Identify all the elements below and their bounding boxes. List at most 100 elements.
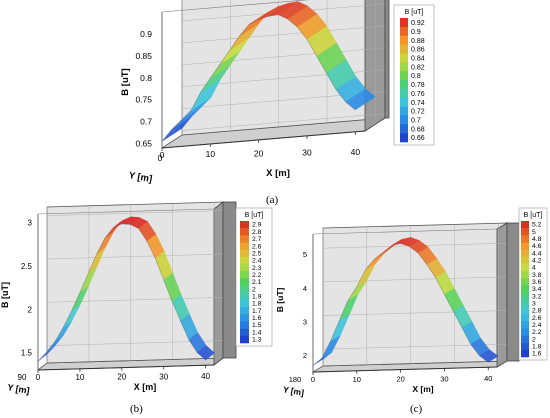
- legend-swatch: [240, 256, 249, 265]
- legend-label: 2.3: [252, 265, 262, 272]
- legend-label: 2.4: [252, 258, 262, 265]
- z-tick-label: 1.5: [21, 349, 33, 358]
- plot-right-panel: [384, 0, 390, 119]
- legend-swatch: [400, 44, 408, 54]
- legend-swatch: [521, 292, 529, 301]
- legend-label: 1.9: [252, 294, 262, 301]
- top-edge-line: [37, 208, 215, 215]
- legend-label: 0.9: [411, 29, 421, 36]
- z-tick-label: 5: [303, 250, 307, 259]
- legend-swatch: [400, 80, 408, 90]
- grid-line-z: [181, 47, 386, 66]
- legend-swatch: [400, 133, 408, 143]
- legend-label: 2.1: [252, 279, 262, 286]
- legend-swatch: [521, 235, 529, 243]
- y-axis-title: Y [m]: [128, 170, 153, 185]
- x-tick-label: 0: [36, 373, 41, 382]
- x-axis-title: X [m]: [266, 168, 290, 179]
- legend-swatch: [400, 106, 408, 116]
- grid-line-z: [322, 310, 508, 316]
- legend-label: 2.5: [252, 250, 262, 257]
- legend-label: 3.6: [532, 279, 542, 286]
- legend-swatch: [400, 124, 408, 134]
- legend-swatch: [521, 299, 529, 308]
- x-tick-label: 30: [440, 374, 448, 383]
- legend-label: 4.2: [532, 258, 542, 265]
- grid-line-z: [46, 210, 224, 216]
- legend-swatch: [521, 342, 529, 351]
- legend-label: 3.4: [532, 286, 542, 293]
- legend-label: 0.8: [411, 73, 421, 80]
- legend-label: 2.4: [532, 322, 542, 329]
- legend-label: 0.82: [411, 64, 425, 71]
- legend-swatch: [400, 62, 408, 72]
- legend-swatch: [521, 221, 529, 229]
- legend-label: 0.84: [411, 56, 425, 63]
- legend-label: 5: [532, 229, 536, 236]
- z-tick-label: 0.7: [140, 117, 152, 127]
- legend-colorbar: B [uT]5.254.84.64.44.243.83.63.43.232.82…: [518, 207, 548, 361]
- legend-label: 3.2: [532, 293, 542, 300]
- legend-title: B [uT]: [405, 9, 424, 16]
- legend-swatch: [240, 335, 249, 344]
- x-tick-label: 0: [160, 150, 165, 160]
- z-tick-label: 2.5: [21, 262, 33, 271]
- x-tick-label: 30: [302, 148, 312, 158]
- legend-swatch: [521, 256, 529, 265]
- plot-side-wall: [496, 222, 508, 368]
- plot-box: [161, 0, 390, 149]
- legend-swatch: [240, 321, 249, 329]
- plot-side-wall: [364, 0, 386, 132]
- legend-colorbar: B [uT] 0.92 0.9 0.88 0.86 0.840.82 0.8 0.78 0.76…: [393, 4, 435, 146]
- legend-colorbar: B [uT] 2.92.82.72.62.52.42.32.22.121.91.8…: [235, 207, 273, 347]
- chart-panel-c: 0 10 20 30 40 2 3 4 5 180 X [m] Y [m] B [uT] B [uT] 5.…: [275, 200, 550, 400]
- chart-panel-a: 0 10 20 30 40 0.65 0.7 0.75 0.8 0.85 0.9 0 X [m] Y [m…: [0, 0, 550, 195]
- plot-box: [36, 201, 237, 371]
- legend-swatch: [400, 53, 408, 63]
- legend-swatch: [521, 263, 529, 272]
- z-tick-label: 2: [28, 305, 33, 314]
- legend-label: 1.6: [252, 315, 262, 322]
- y-tick-label: 180: [289, 375, 302, 384]
- chart-c: 0 10 20 30 40 2 3 4 5 180 X [m] Y [m] B [uT] B [uT] 5.…: [275, 207, 548, 398]
- legend-label: 1.7: [252, 308, 262, 315]
- legend-label: 1.4: [252, 329, 262, 336]
- legend-label: 5.2: [532, 222, 542, 229]
- caption-a: (a): [266, 194, 279, 206]
- legend-swatch: [240, 221, 249, 229]
- z-axis-title: B [uT]: [275, 288, 285, 313]
- chart-a: 0 10 20 30 400.650.70.750.80.850.90X [m]Y [m…: [120, 0, 435, 185]
- z-tick-label: 0.9: [140, 29, 152, 39]
- legend-label: 0.66: [411, 135, 425, 142]
- legend-label: 0.7: [411, 118, 421, 125]
- legend-label: 0.78: [411, 82, 425, 89]
- legend-swatch: [521, 321, 529, 329]
- caption-b: (b): [130, 403, 143, 415]
- legend-label: 0.92: [411, 20, 425, 27]
- x-axis-line: [312, 366, 498, 373]
- x-tick-label: 40: [351, 147, 361, 157]
- legend-swatch: [521, 242, 529, 250]
- y-tick-label: 90: [18, 373, 27, 382]
- legend-label: 1.6: [532, 351, 542, 358]
- legend-swatch: [521, 271, 529, 279]
- legend-swatch: [400, 115, 408, 125]
- x-axis-title: X [m]: [134, 382, 157, 392]
- x-tick-label: 20: [396, 375, 404, 384]
- ribbon-edge: [161, 14, 356, 142]
- legend-swatch: [521, 249, 529, 258]
- legend-label: 3.8: [532, 272, 542, 279]
- x-tick-label: 30: [159, 372, 168, 381]
- legend-swatch: [521, 228, 529, 236]
- legend-swatch: [521, 349, 529, 358]
- legend-label: 0.74: [411, 100, 425, 107]
- legend-swatch: [240, 314, 249, 322]
- z-tick-label: 2: [303, 351, 307, 360]
- legend-label: 1.8: [252, 301, 262, 308]
- grid-line-z: [322, 276, 508, 283]
- legend-swatch: [521, 285, 529, 293]
- legend-label: 2: [532, 336, 536, 343]
- z-tick-label: 0.8: [140, 73, 152, 83]
- legend-swatch: [240, 271, 249, 279]
